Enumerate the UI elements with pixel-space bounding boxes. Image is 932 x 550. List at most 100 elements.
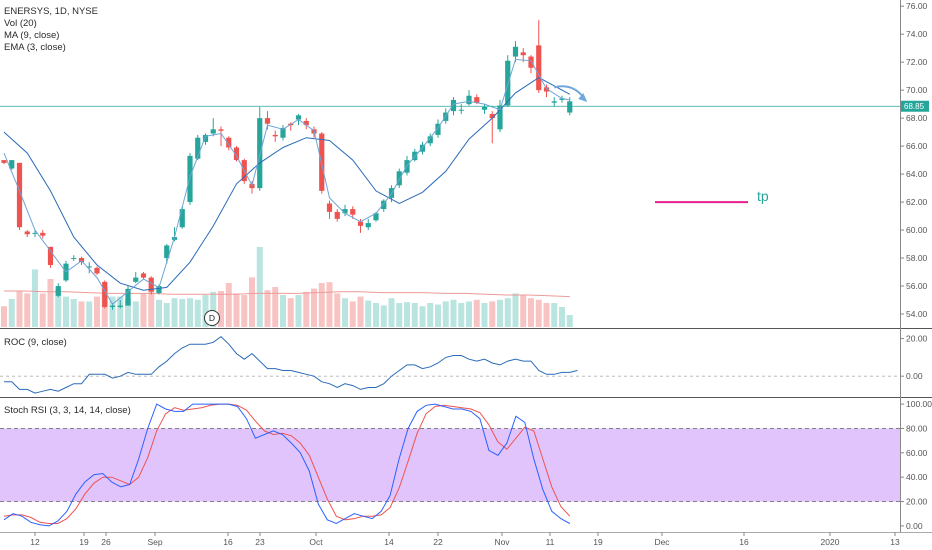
volume-bar	[528, 298, 534, 327]
volume-bar	[520, 295, 527, 327]
volume-bar	[504, 298, 511, 327]
candle	[16, 162, 23, 231]
volume-bar	[373, 303, 379, 327]
volume-bar	[489, 301, 496, 327]
volume-bar	[24, 293, 31, 327]
volume-bar	[132, 301, 139, 327]
candle	[249, 181, 255, 194]
volume-bar	[473, 299, 480, 327]
volume-bar	[272, 287, 279, 327]
volume-bar	[55, 289, 62, 327]
indicator-ema[interactable]: EMA (3, close)	[4, 42, 66, 53]
price-tick-label: 64.00	[906, 169, 928, 179]
candle	[458, 104, 464, 114]
candle	[133, 272, 139, 284]
volume-bar	[512, 293, 519, 327]
candle	[551, 97, 557, 107]
volume-bar	[365, 300, 372, 327]
x-tick-label: 13	[890, 537, 900, 547]
price-tick-label: 74.00	[906, 29, 928, 39]
candle	[226, 136, 232, 151]
x-tick-label: 11	[546, 537, 555, 547]
candle	[218, 126, 224, 147]
candle	[334, 209, 340, 222]
stoch-tick-label: 100.00	[906, 399, 932, 409]
volume-bar	[264, 290, 271, 327]
stoch-d-line	[3, 403, 571, 524]
volume-bar	[163, 303, 170, 327]
volume-bar	[535, 299, 542, 327]
event-marker-dividend[interactable]: D	[204, 310, 220, 326]
volume-bar	[202, 295, 209, 327]
volume-bar	[179, 299, 186, 327]
time-x-axis[interactable]: 12 19 26 Sep 16 23 Oct 14 22 Nov 11 19 Dec 16 2020 13	[30, 532, 900, 547]
roc-line	[4, 335, 578, 394]
volume-bar	[256, 247, 263, 327]
volume-bar	[125, 299, 131, 327]
volume-bar	[63, 296, 69, 327]
volume-bar	[47, 279, 54, 327]
candle	[381, 199, 387, 212]
volume-bar	[357, 296, 364, 327]
candle	[140, 272, 147, 280]
candle	[164, 244, 170, 264]
volume-bar	[109, 296, 116, 327]
stoch-tick-label: 40.00	[906, 472, 928, 482]
stoch-y-axis[interactable]: 100.00 80.00 60.00 40.00 20.00 0.00	[900, 399, 932, 531]
volume-bar	[442, 301, 449, 327]
volume-bar	[303, 291, 310, 327]
x-tick-label: Oct	[309, 537, 323, 547]
candle	[55, 283, 61, 298]
x-tick-label: 26	[101, 537, 111, 547]
candle	[365, 218, 371, 231]
candle	[489, 111, 495, 144]
volume-bar	[280, 295, 286, 327]
volume-bar	[218, 291, 224, 327]
volume-bar	[411, 303, 418, 327]
volume-bar	[140, 293, 147, 327]
price-tick-label: 72.00	[906, 57, 928, 67]
volume-bar	[388, 298, 395, 327]
volume-ma-line	[4, 290, 570, 298]
candle	[71, 255, 77, 261]
volume-bar	[396, 303, 403, 327]
volume-bar	[156, 299, 162, 327]
volume-bar	[70, 299, 77, 327]
price-y-axis[interactable]: 76.00 74.00 72.00 70.00 68.00 66.00 64.00 62.00…	[900, 1, 928, 319]
ema-3-line	[3, 58, 570, 305]
stoch-tick-label: 80.00	[906, 423, 928, 433]
candle	[86, 262, 92, 274]
stoch-k-line	[3, 403, 571, 527]
roc-y-axis[interactable]: 20.00 0.00	[900, 334, 928, 382]
volume-bar	[326, 282, 333, 327]
candle	[481, 104, 488, 114]
candle	[272, 130, 278, 142]
volume-bar	[233, 293, 240, 327]
stoch-title[interactable]: Stoch RSI (3, 3, 14, 14, close)	[4, 405, 131, 416]
ma-9-line	[3, 77, 571, 291]
volume-bar	[194, 299, 201, 327]
candle	[528, 55, 534, 74]
projection-arrow[interactable]	[554, 85, 588, 102]
indicator-vol[interactable]: Vol (20)	[4, 18, 37, 29]
volume-bar	[94, 296, 100, 327]
volume-bar	[349, 301, 356, 327]
candle	[466, 90, 472, 106]
price-tick-label: 76.00	[906, 1, 928, 11]
volume-bar	[318, 283, 325, 327]
volume-bar	[435, 304, 441, 327]
x-tick-label: Dec	[654, 537, 670, 547]
volume-bar	[32, 269, 38, 327]
x-tick-label: 16	[739, 537, 749, 547]
volume-bar	[171, 298, 178, 327]
volume-bar	[241, 295, 248, 327]
candle	[187, 153, 193, 205]
candle	[1, 160, 7, 165]
volume-bar	[225, 283, 232, 327]
volume-bar	[551, 303, 558, 327]
roc-title[interactable]: ROC (9, close)	[4, 337, 67, 348]
price-tick-label: 60.00	[906, 225, 928, 235]
volume-bar	[543, 303, 550, 327]
indicator-ma[interactable]: MA (9, close)	[4, 30, 59, 41]
